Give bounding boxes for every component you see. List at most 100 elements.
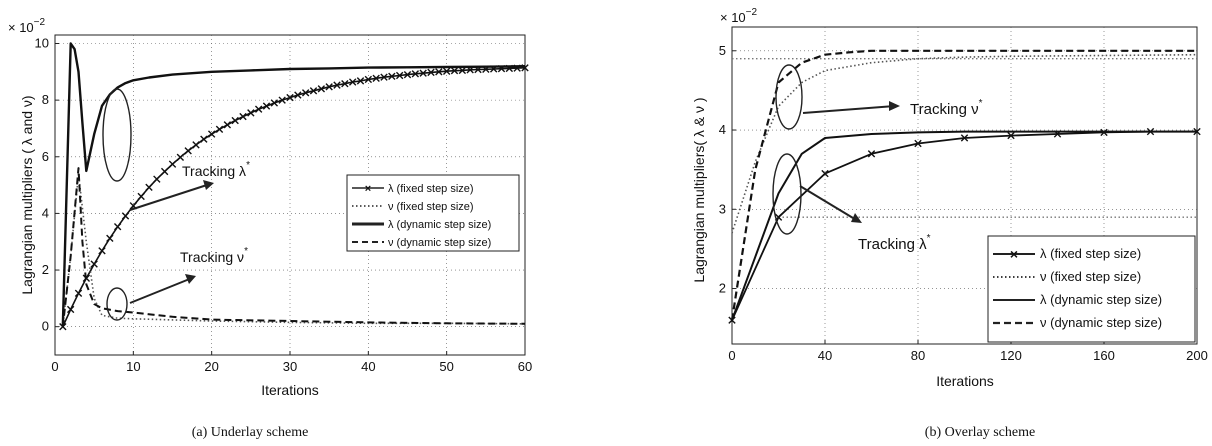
caption: (a) Underlay scheme	[192, 425, 309, 440]
y-tick-label: 2	[42, 262, 49, 277]
data-point-marker	[372, 74, 380, 83]
data-point-marker	[505, 64, 514, 73]
data-point-marker	[239, 112, 247, 121]
data-point-marker	[489, 65, 498, 73]
data-point-marker	[247, 109, 255, 117]
data-point-marker	[348, 78, 357, 86]
x-tick-label: 120	[1000, 348, 1022, 363]
y-axis-label: Lagrangian multipliers( λ & ν )	[691, 97, 707, 282]
chart-overlay: 0 40 80 120 160 200 2 3 4 5 × 10−2 Iterations Lag…	[691, 7, 1208, 440]
y-tick-label: 8	[42, 92, 49, 107]
data-point-marker	[325, 83, 333, 91]
annotation-tracking-lambda: Tracking λ*	[182, 160, 250, 179]
data-point-marker	[867, 150, 876, 158]
x-axis-label: Iterations	[936, 373, 994, 389]
annotation-tracking-lambda: Tracking λ*	[858, 233, 931, 253]
x-tick-label: 0	[51, 359, 58, 374]
y-tick-label: 4	[42, 205, 49, 220]
x-tick-label: 0	[728, 348, 735, 363]
data-point-marker	[380, 73, 388, 81]
data-point-marker	[728, 316, 736, 324]
data-point-marker	[317, 85, 326, 93]
tracking-ellipse	[106, 287, 128, 321]
data-point-marker	[121, 212, 130, 220]
data-point-marker	[200, 135, 208, 143]
y-tick-label: 0	[42, 319, 49, 334]
legend: × λ (fixed step size) ν (fixed step size…	[987, 235, 1196, 343]
data-point-marker	[497, 65, 506, 73]
tracking-arrow	[129, 277, 193, 304]
data-point-marker	[1100, 128, 1108, 137]
x-tick-label: 200	[1186, 348, 1208, 363]
data-point-marker	[207, 130, 216, 138]
data-point-marker	[168, 160, 177, 168]
data-point-marker	[176, 153, 185, 162]
data-point-marker	[145, 183, 153, 192]
data-point-marker	[294, 91, 302, 99]
series-line-2	[731, 130, 1197, 321]
y-tick-label: 3	[719, 201, 726, 216]
data-point-marker	[309, 87, 318, 95]
x-tick-label: 40	[361, 359, 375, 374]
data-point-marker	[160, 167, 169, 176]
tracking-arrowhead	[889, 101, 900, 111]
tracking-arrow	[799, 185, 859, 222]
legend-marker: ×	[365, 183, 371, 195]
y-tick-label: 5	[719, 43, 726, 58]
data-point-marker	[106, 234, 114, 243]
data-point-marker	[113, 223, 122, 231]
data-point-marker	[82, 274, 91, 282]
plot-frame	[731, 26, 1198, 345]
data-point-marker	[333, 81, 341, 89]
tracking-arrow	[802, 105, 896, 114]
data-point-marker	[137, 192, 145, 201]
series-markers	[59, 64, 529, 331]
legend: × λ (fixed step size) ν (fixed step size…	[346, 174, 520, 252]
data-point-marker	[98, 247, 106, 255]
data-point-marker	[364, 75, 373, 84]
axis-multiplier: × 10−2	[720, 7, 758, 25]
data-point-marker	[419, 69, 427, 77]
axis-ticks: 0 10 20 30 40 50 60 0 2 4 6 8 10	[35, 35, 533, 374]
data-point-marker	[960, 134, 969, 142]
data-point-marker	[442, 67, 451, 75]
data-point-marker	[286, 93, 294, 102]
data-point-marker	[59, 322, 67, 331]
data-point-marker	[184, 147, 192, 155]
y-tick-label: 10	[35, 35, 49, 50]
data-point-marker	[411, 70, 420, 78]
series-line-1	[731, 53, 1198, 234]
data-point-marker	[262, 102, 271, 110]
legend-label: λ (dynamic step size)	[388, 219, 491, 231]
data-point-marker	[341, 80, 349, 88]
tracking-arrowhead	[851, 213, 862, 223]
series-line-3	[730, 49, 1197, 321]
x-tick-label: 60	[518, 359, 532, 374]
data-point-marker	[1053, 130, 1062, 138]
annotation-tracking-nu: Tracking ν*	[180, 246, 248, 265]
data-point-marker	[74, 289, 83, 297]
y-tick-label: 2	[719, 281, 726, 296]
series-line-3	[61, 167, 526, 327]
tracking-ellipse	[775, 64, 803, 130]
legend-label: ν (dynamic step size)	[1040, 315, 1162, 330]
data-point-marker	[215, 125, 224, 133]
data-point-marker	[1193, 127, 1201, 136]
x-tick-label: 160	[1093, 348, 1115, 363]
y-tick-label: 4	[719, 122, 726, 137]
data-point-marker	[521, 64, 529, 72]
data-point-marker	[395, 71, 404, 80]
data-point-marker	[270, 99, 279, 107]
x-tick-label: 80	[911, 348, 925, 363]
data-point-marker	[821, 169, 829, 178]
data-point-marker	[388, 72, 396, 81]
legend-label: λ (fixed step size)	[388, 183, 474, 195]
data-point-marker	[482, 65, 490, 73]
data-point-marker	[301, 89, 310, 97]
data-point-marker	[427, 68, 435, 77]
x-tick-label: 40	[818, 348, 832, 363]
legend-marker: ×	[1010, 246, 1018, 262]
x-axis-label: Iterations	[261, 382, 319, 398]
data-point-marker	[435, 68, 443, 76]
